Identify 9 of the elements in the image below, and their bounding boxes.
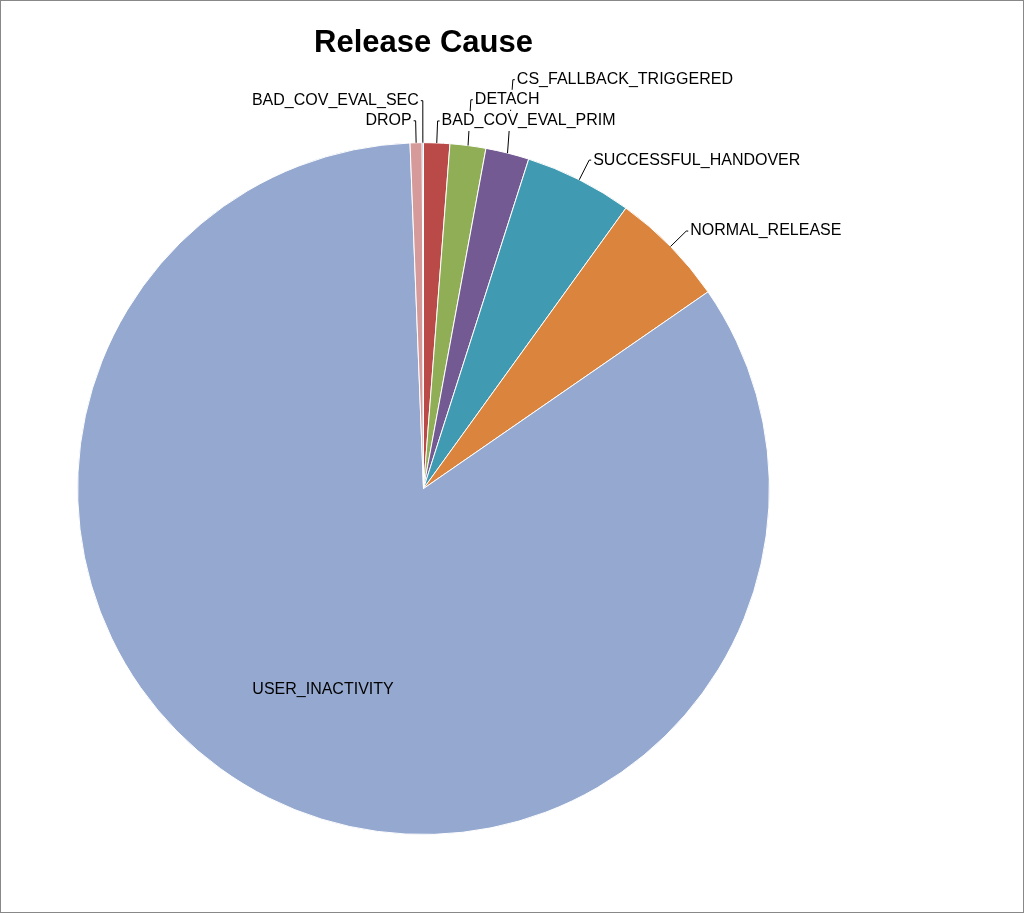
slice-label: BAD_COV_EVAL_SEC [251, 91, 419, 110]
slice-label: DETACH [474, 90, 540, 108]
chart-title: Release Cause [314, 24, 533, 60]
slice-label: BAD_COV_EVAL_PRIM [441, 111, 616, 130]
slice-label: DROP [365, 111, 412, 129]
slice-label: USER_INACTIVITY [252, 680, 395, 699]
slice-label: NORMAL_RELEASE [690, 221, 842, 240]
slice-label: CS_FALLBACK_TRIGGERED [516, 70, 733, 89]
slice-label: SUCCESSFUL_HANDOVER [593, 150, 801, 169]
